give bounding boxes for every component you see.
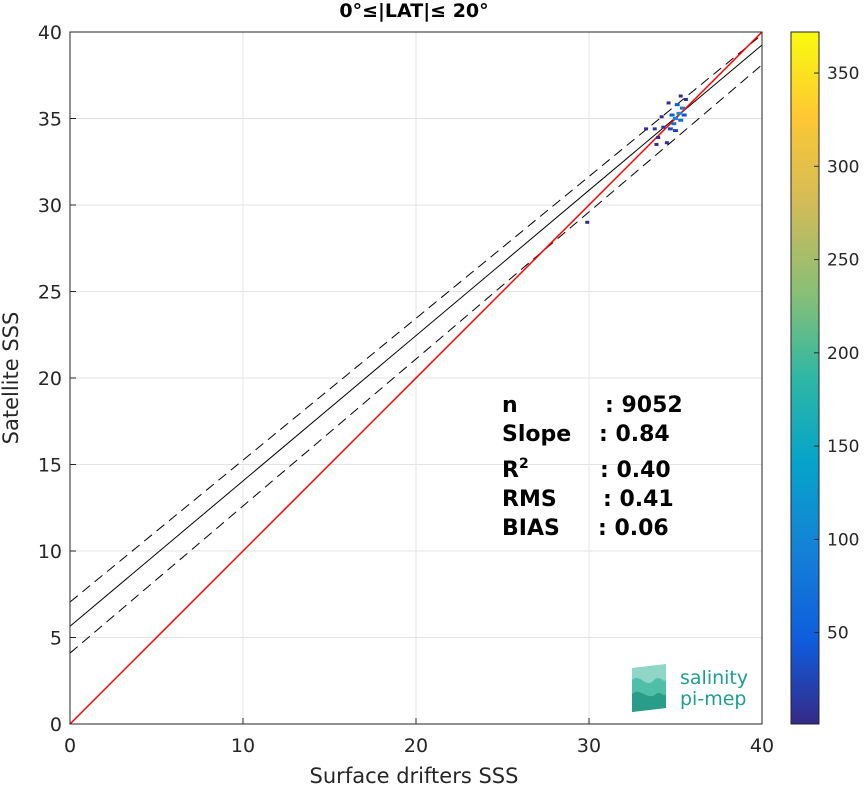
stats-box: n : 9052 Slope : 0.84 R2 : 0.40 RMS : 0.41 BIAS:… [502, 393, 683, 541]
density-point [667, 127, 673, 131]
stat-label: BIAS [502, 516, 560, 541]
y-tick-label: 10 [38, 541, 62, 563]
x-axis-label: Surface drifters SSS [310, 764, 519, 786]
y-tick-label: 30 [38, 195, 62, 217]
density-point [676, 111, 682, 115]
y-tick-label: 15 [38, 455, 62, 477]
stat-label: Slope [502, 422, 571, 447]
stat-value: : 0.41 [603, 487, 674, 512]
density-point [659, 115, 664, 119]
colorbar [790, 31, 820, 725]
colorbar-tick-label: 100 [827, 530, 859, 550]
y-axis-label: Satellite SSS [0, 312, 23, 445]
x-tick-label: 10 [231, 735, 255, 757]
y-tick-label: 25 [38, 282, 62, 304]
stat-label: RMS [502, 487, 557, 512]
colorbar-tick-label: 350 [827, 64, 859, 84]
colorbar-tick-label: 300 [827, 157, 859, 177]
density-point [673, 129, 678, 133]
x-tick-label: 20 [404, 735, 428, 757]
x-tick-labels: 0 10 20 30 40 [64, 718, 774, 757]
colorbar-tick-label: 50 [827, 624, 849, 644]
colorbar-tick-label: 150 [827, 437, 859, 457]
logo-line1: salinity [680, 667, 748, 689]
logo-line2: pi-mep [680, 688, 746, 710]
colorbar-tick-label: 250 [827, 251, 859, 271]
stat-value: : 0.06 [598, 516, 669, 541]
density-point [683, 97, 688, 101]
y-tick-label: 5 [50, 628, 62, 650]
stat-value: : 0.84 [599, 422, 670, 447]
y-tick-label: 40 [38, 22, 62, 44]
density-point [656, 136, 661, 140]
wave-logo-icon [632, 664, 666, 712]
density-point [666, 101, 671, 105]
density-point [678, 94, 683, 98]
density-point [674, 103, 680, 107]
stat-label: R2 [502, 456, 529, 483]
density-point [652, 127, 657, 131]
density-point [654, 142, 659, 146]
x-tick-label: 30 [577, 735, 601, 757]
density-point [644, 127, 649, 131]
identity-line [70, 32, 762, 724]
colorbar-tick-label: 200 [827, 344, 859, 364]
y-tick-labels: 0 5 10 15 20 25 30 35 40 [38, 22, 76, 736]
y-tick-label: 0 [50, 714, 62, 736]
salinity-pimep-logo: salinity pi-mep [632, 664, 748, 712]
density-point [669, 113, 675, 117]
density-point [661, 125, 666, 129]
confidence-line [70, 64, 762, 654]
stat-value: : 0.40 [600, 458, 671, 483]
density-point [585, 220, 590, 224]
density-point [671, 122, 677, 126]
stat-label: n [502, 393, 518, 418]
y-tick-label: 35 [38, 109, 62, 131]
x-tick-label: 40 [750, 735, 774, 757]
density-point [678, 118, 684, 122]
density-point [664, 141, 669, 145]
density-point [679, 106, 685, 110]
fit-line [70, 44, 762, 627]
stat-value: : 9052 [605, 393, 683, 418]
colorbar-tick-labels: 50 100 150 200 250 300 350 [814, 64, 859, 644]
x-tick-label: 0 [64, 735, 76, 757]
density-point [681, 113, 687, 117]
y-tick-label: 20 [38, 368, 62, 390]
density-point [673, 117, 678, 120]
density-points [585, 94, 688, 224]
chart-title: 0°≤|LAT|≤ 20° [339, 0, 488, 22]
